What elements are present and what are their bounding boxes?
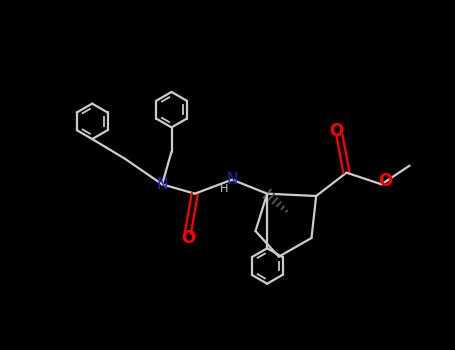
Text: O: O bbox=[378, 172, 392, 190]
Text: N: N bbox=[227, 172, 238, 187]
Text: O: O bbox=[181, 229, 195, 247]
Text: O: O bbox=[329, 122, 344, 140]
Text: N: N bbox=[157, 177, 168, 192]
Text: H: H bbox=[220, 184, 228, 194]
